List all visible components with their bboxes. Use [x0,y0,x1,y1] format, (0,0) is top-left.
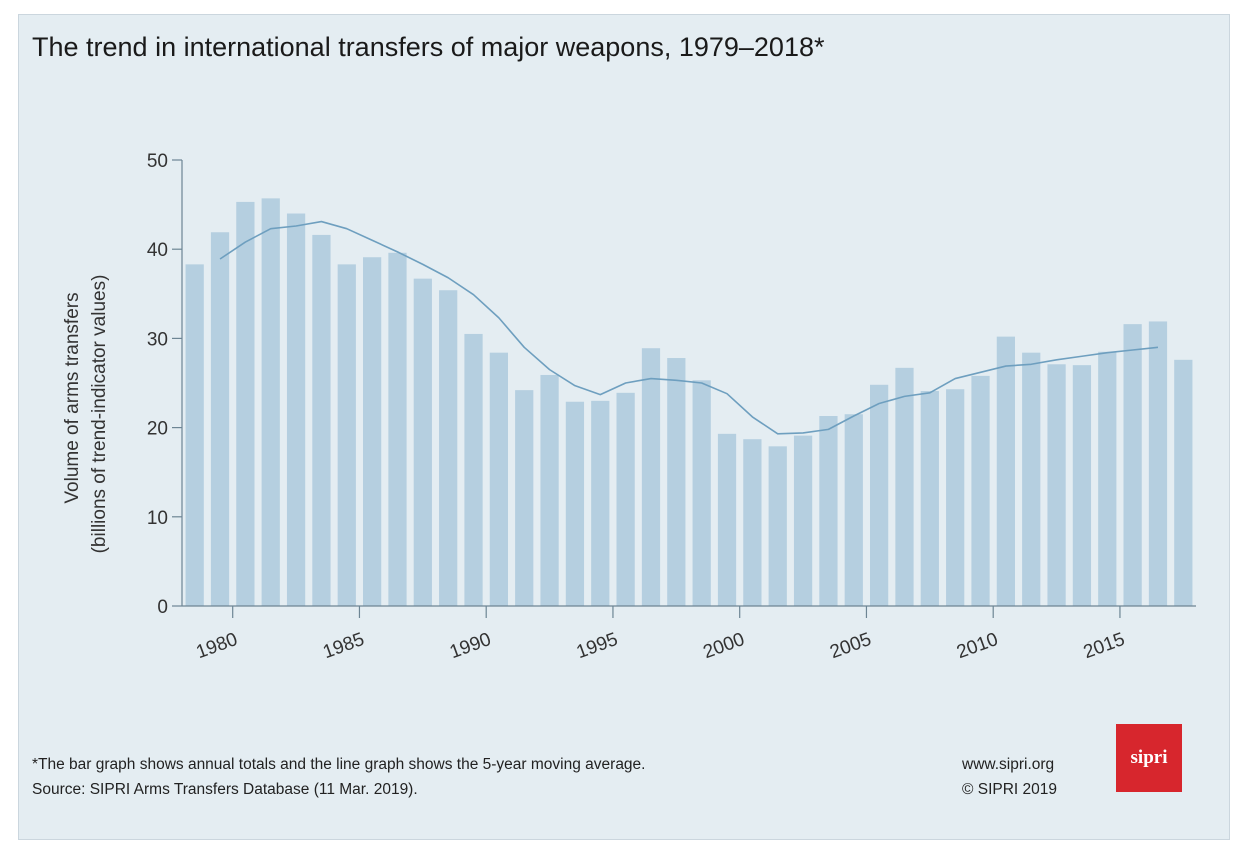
bar-1994 [565,401,585,606]
bar-1996 [616,392,635,606]
sipri-logo-text: sipri [1130,747,1168,768]
bar-2013 [1047,364,1066,606]
bar-1980 [210,232,230,606]
bar-2003 [793,435,813,606]
y-axis-label-line1: Volume of arms transfers [62,292,83,503]
bar-2002 [768,446,787,606]
y-tick-label-10: 10 [147,508,168,529]
bar-1989 [439,290,458,606]
footnote-line: *The bar graph shows annual totals and t… [32,756,646,773]
bar-1982 [261,198,280,607]
bar-1988 [413,278,432,606]
y-tick-label-20: 20 [147,419,168,440]
x-tick-label-2005: 2005 [827,629,874,663]
bar-1992 [515,390,534,606]
x-tick-label-1985: 1985 [320,629,367,663]
x-tick-label-2000: 2000 [700,629,747,663]
bar-2005 [844,414,863,606]
bar-2012 [1022,352,1041,606]
bar-2014 [1072,365,1092,606]
footnote: *The bar graph shows annual totals and t… [32,752,645,802]
bar-2017 [1148,321,1168,606]
website-link[interactable]: www.sipri.org [962,756,1055,773]
bar-2018 [1174,359,1193,606]
bar-1984 [312,234,331,606]
moving-average-line [219,220,1159,435]
bar-1987 [388,252,407,606]
bar-1999 [692,380,711,606]
x-tick-label-1980: 1980 [193,629,240,663]
bar-1998 [667,358,686,606]
chart-svg: 0 10 20 30 40 50 1980 1985 1990 1995 2000 2005 2010 2… [62,151,1196,663]
bar-2008 [920,391,939,606]
bar-2001 [743,439,762,606]
bar-1991 [489,352,508,606]
bar-2015 [1098,351,1117,606]
credits: www.sipri.org © SIPRI 2019 [962,752,1057,802]
x-tick-label-1990: 1990 [447,629,494,663]
bar-1981 [236,201,255,607]
chart-title: The trend in international transfers of … [32,32,825,62]
y-tick-label-0: 0 [157,597,168,618]
bar-1979 [185,264,204,606]
bar-2004 [819,416,838,606]
copyright-text: © SIPRI 2019 [962,781,1057,798]
y-tick-label-30: 30 [147,329,168,350]
x-tick-label-1995: 1995 [574,629,621,663]
bar-2011 [996,336,1015,606]
bar-1985 [337,264,356,606]
bar-2006 [870,384,889,606]
bar-2007 [895,367,914,606]
x-tick-label-2010: 2010 [954,629,1001,663]
sipri-logo: sipri [1116,724,1182,792]
y-axis-label-line2: (billions of trend-indicator values) [89,275,110,554]
bar-2000 [717,433,737,606]
bar-2016 [1123,324,1142,606]
y-tick-label-50: 50 [147,151,168,172]
bar-2009 [946,389,965,606]
moving-average-group [219,220,1159,435]
bar-1997 [641,348,661,606]
bar-1995 [591,400,610,606]
x-tick-label-2015: 2015 [1081,629,1128,663]
y-tick-label-40: 40 [147,240,168,261]
bar-1986 [363,257,382,606]
bar-1993 [540,374,559,606]
bar-1983 [286,213,306,606]
source-line: Source: SIPRI Arms Transfers Database (1… [32,781,418,798]
bars-group [185,198,1193,607]
bar-1990 [464,333,483,606]
bar-2010 [971,375,990,606]
